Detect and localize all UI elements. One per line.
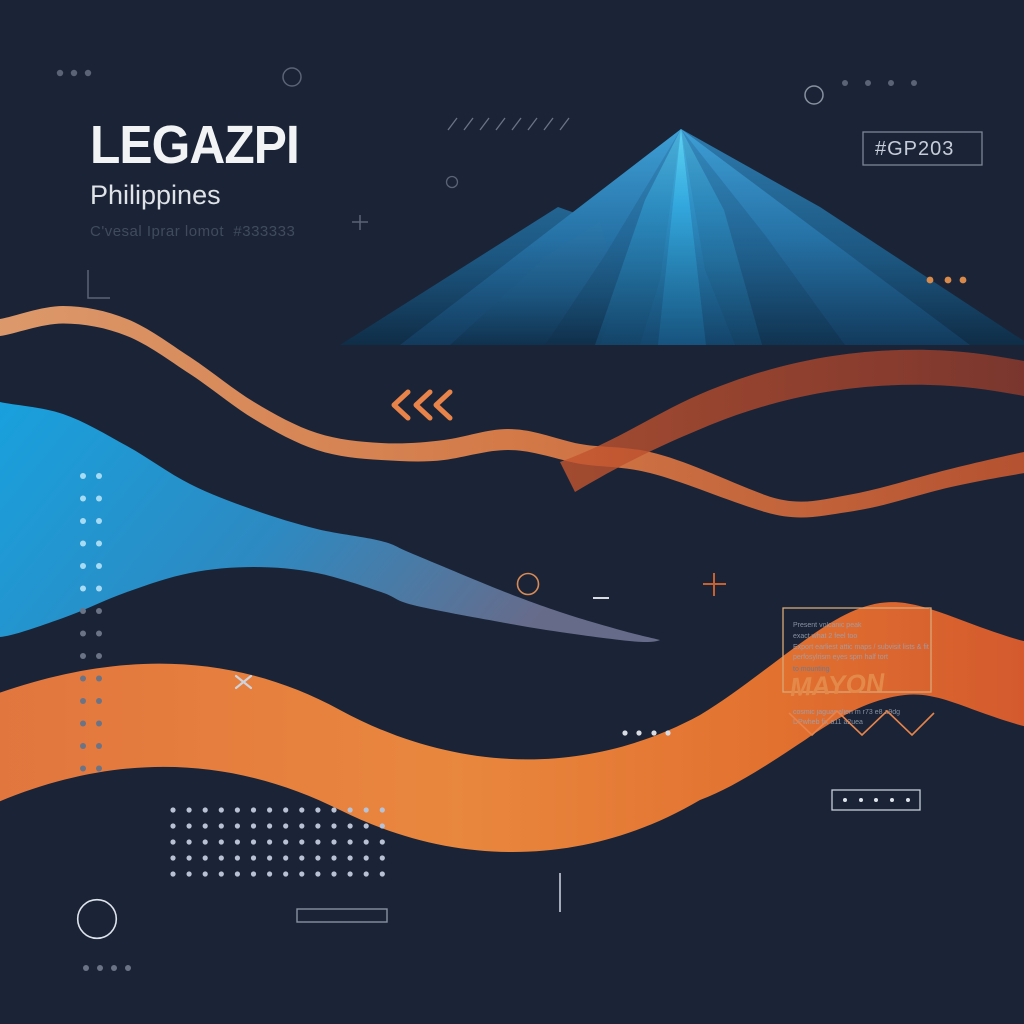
svg-text:Present volcanic peak: Present volcanic peak — [793, 622, 862, 629]
svg-text:Export earliest attic maps / s: Export earliest attic maps / subvisit li… — [793, 644, 929, 651]
svg-text:exact what 2 feel too: exact what 2 feel too — [793, 633, 857, 640]
svg-text:perfosylrism eyes spm half tor: perfosylrism eyes spm half tort — [793, 654, 888, 661]
svg-text:#GP203: #GP203 — [875, 138, 954, 160]
svg-text:cosmic jaguar alien m r73 e8 a: cosmic jaguar alien m r73 e8 a9dg — [793, 709, 900, 716]
svg-text:MAYON: MAYON — [789, 667, 887, 702]
